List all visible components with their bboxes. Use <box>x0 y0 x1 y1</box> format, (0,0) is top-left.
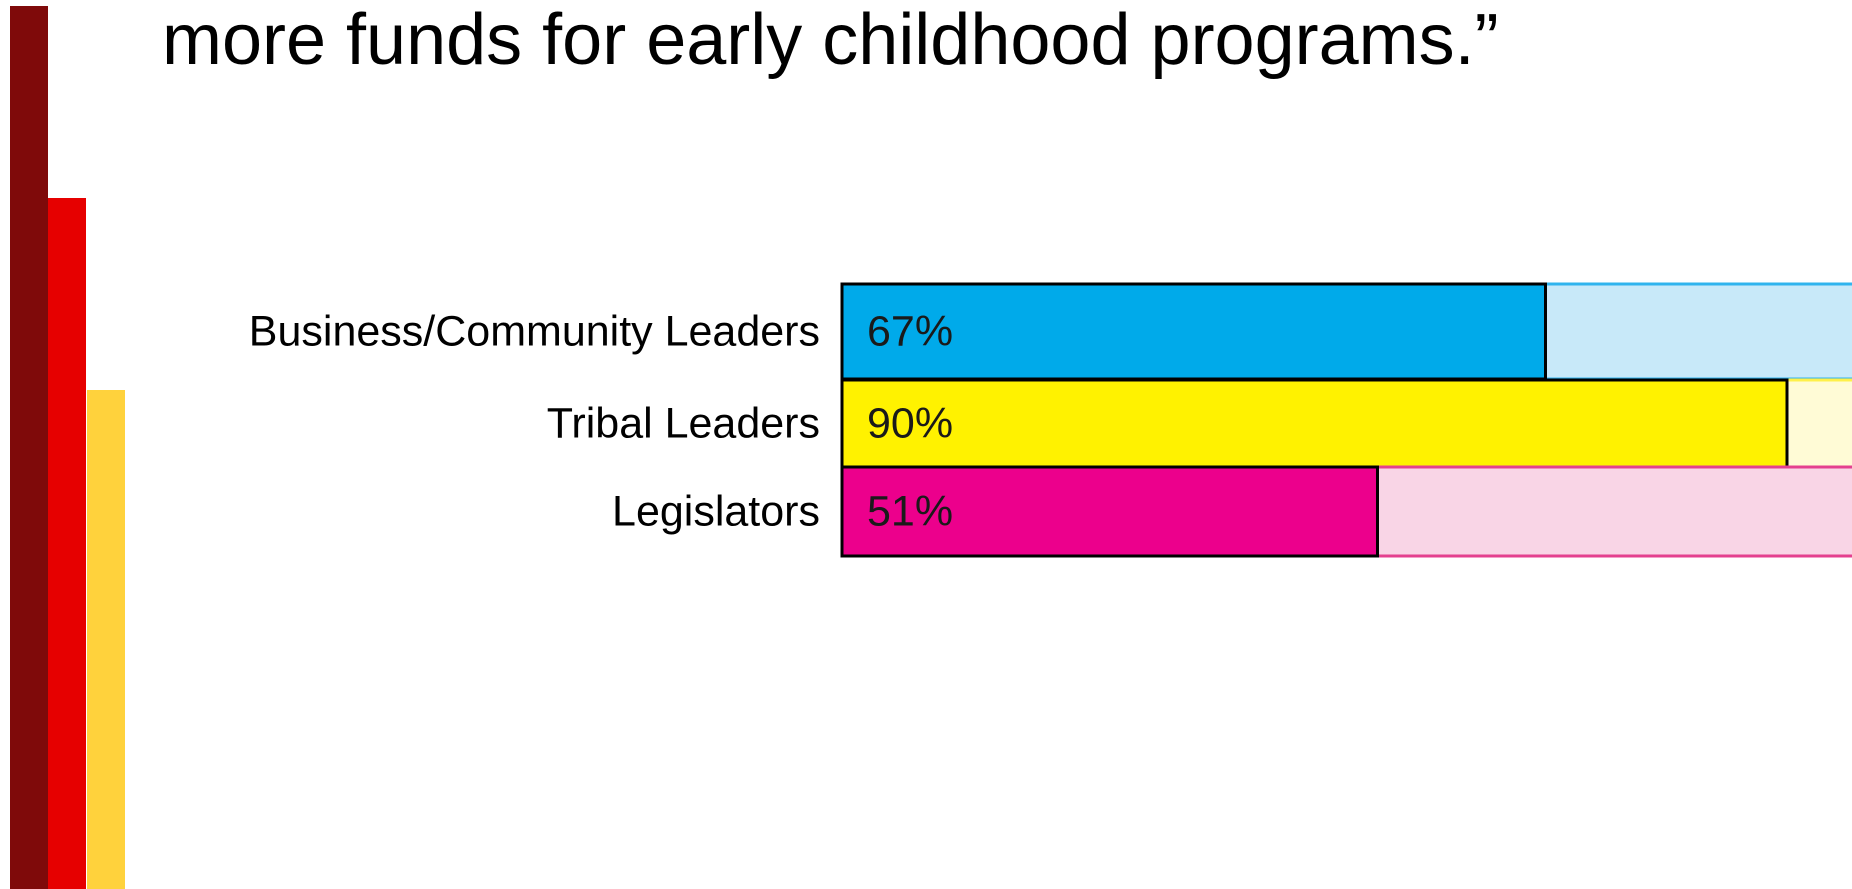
category-label: Business/Community Leaders <box>249 308 820 356</box>
bar-remainder <box>1544 282 1852 381</box>
slide-title: more funds for early childhood programs.… <box>162 0 1499 80</box>
data-label: 67% <box>867 308 953 356</box>
bar <box>840 378 1789 469</box>
accent-stripe-red <box>48 198 86 889</box>
accent-stripe-dark-red <box>10 6 48 889</box>
bar-remainder <box>1785 378 1852 469</box>
category-label: Legislators <box>612 488 820 536</box>
bar <box>840 282 1547 381</box>
accent-stripe-gold <box>87 390 125 889</box>
bar-remainder <box>1376 465 1852 558</box>
bar <box>840 465 1379 558</box>
category-label: Tribal Leaders <box>547 400 820 448</box>
data-label: 90% <box>867 400 953 448</box>
data-label: 51% <box>867 488 953 536</box>
